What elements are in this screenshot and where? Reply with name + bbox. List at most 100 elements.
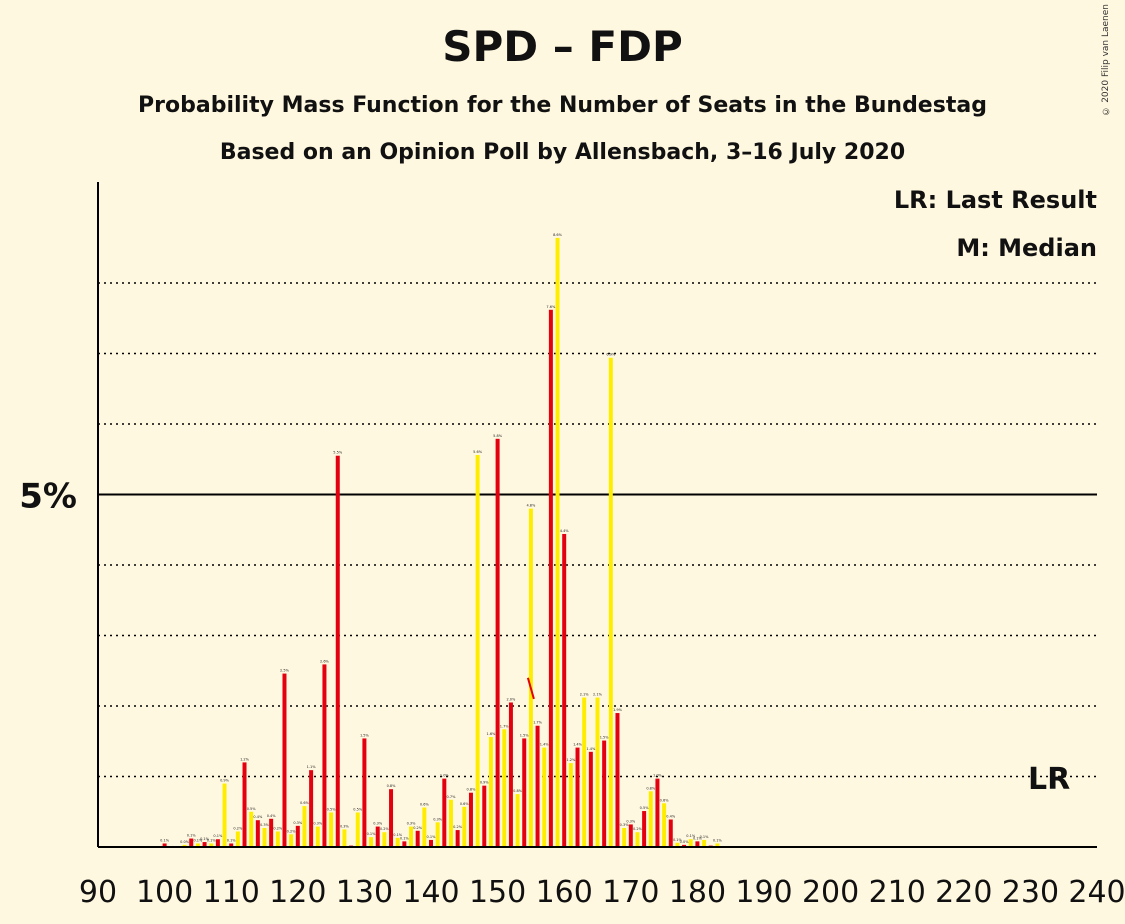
data-label: 0.4%: [666, 815, 676, 819]
bar: [342, 829, 347, 847]
data-label: 0.3%: [260, 823, 270, 827]
data-label: 0.1%: [427, 835, 437, 839]
bar: [568, 763, 573, 847]
bar: [615, 713, 620, 847]
data-label: 1.7%: [500, 724, 510, 728]
bar: [302, 806, 307, 847]
data-label: 4.4%: [560, 529, 570, 533]
x-tick-label: 170: [602, 875, 659, 910]
data-label: 0.3%: [407, 822, 417, 826]
data-label: 0.3%: [620, 823, 630, 827]
data-label: 0.1%: [686, 834, 696, 838]
x-tick-label: 110: [203, 875, 260, 910]
bar: [628, 824, 633, 847]
y-tick-label: 5%: [19, 477, 77, 517]
bar: [488, 737, 493, 847]
bar: [688, 839, 693, 847]
data-label: 1.7%: [533, 721, 543, 725]
data-label: 0.0%: [680, 840, 690, 844]
bar: [575, 747, 580, 847]
data-label: 0.9%: [220, 779, 230, 783]
bar: [662, 803, 667, 847]
bar: [502, 729, 507, 847]
data-label: 5.8%: [493, 434, 503, 438]
data-label: 0.5%: [327, 807, 337, 811]
data-label: 0.2%: [287, 829, 297, 833]
bar: [209, 843, 214, 847]
data-label: 1.6%: [486, 732, 496, 736]
bar: [588, 751, 593, 847]
bar: [555, 237, 560, 847]
data-label: 2.0%: [506, 697, 516, 701]
bar: [535, 725, 540, 847]
data-label: 2.5%: [280, 669, 290, 673]
data-label: 1.4%: [573, 743, 583, 747]
bar: [189, 838, 194, 847]
bar: [462, 806, 467, 847]
bar: [162, 843, 167, 847]
last-result-marker: LR: [1028, 762, 1071, 797]
bar: [262, 827, 267, 847]
data-label: 0.2%: [273, 826, 283, 830]
data-label: 0.1%: [367, 832, 377, 836]
data-label: 0.5%: [353, 807, 363, 811]
data-label: 0.5%: [247, 807, 257, 811]
data-label: 0.1%: [200, 837, 210, 841]
bar: [255, 820, 260, 847]
bar: [235, 831, 240, 847]
data-label: 0.2%: [633, 827, 643, 831]
data-label: 0.6%: [420, 803, 430, 807]
x-tick-label: 200: [802, 875, 859, 910]
x-tick-label: 140: [402, 875, 459, 910]
data-label: 0.8%: [646, 786, 656, 790]
bar: [702, 839, 707, 847]
bar: [608, 357, 613, 847]
data-label: 0.3%: [626, 819, 636, 823]
data-label: 0.8%: [467, 788, 477, 792]
data-label: 0.3%: [313, 822, 323, 826]
bar: [402, 841, 407, 847]
bar: [602, 740, 607, 847]
x-tick-label: 230: [1002, 875, 1059, 910]
data-label: 1.1%: [307, 765, 317, 769]
bar: [429, 839, 433, 847]
chart-subtitle-source: Based on an Opinion Poll by Allensbach, …: [219, 140, 906, 165]
bar: [315, 826, 320, 847]
data-label: 0.2%: [233, 826, 243, 830]
bar: [682, 844, 687, 847]
bar: [468, 792, 473, 847]
bar: [355, 812, 360, 847]
bar: [415, 830, 420, 847]
x-tick-label: 240: [1068, 875, 1125, 910]
data-label: 0.4%: [253, 815, 263, 819]
bar: [335, 455, 340, 847]
bar: [222, 783, 227, 847]
data-label: 0.6%: [300, 801, 310, 805]
bar: [269, 818, 274, 847]
x-tick-label: 210: [869, 875, 926, 910]
bar: [582, 697, 587, 847]
bar: [409, 826, 414, 847]
bar: [369, 837, 374, 847]
bar: [668, 819, 673, 847]
bar: [515, 794, 520, 847]
chart-subtitle: Probability Mass Function for the Number…: [138, 93, 987, 118]
bar: [275, 831, 280, 847]
bar: [675, 842, 680, 847]
x-tick-label: 90: [79, 875, 117, 910]
bar: [395, 837, 400, 847]
data-label: 0.1%: [700, 835, 710, 839]
bar-series: 0.1% 0.0%0.1%0.1%0.1%0.1%0.1%0.9%0.1%0.2%…: [160, 233, 753, 847]
x-tick-label: 100: [136, 875, 193, 910]
bar: [528, 508, 533, 847]
bar: [182, 844, 187, 847]
bar: [215, 839, 220, 847]
data-label: 0.6%: [660, 798, 670, 802]
bar: [635, 832, 640, 847]
bar: [655, 778, 660, 847]
data-label: 0.7%: [447, 795, 457, 799]
bar: [389, 789, 394, 847]
data-label: 0.1%: [160, 838, 170, 842]
bar: [249, 811, 254, 847]
data-label: 0.1%: [187, 834, 197, 838]
